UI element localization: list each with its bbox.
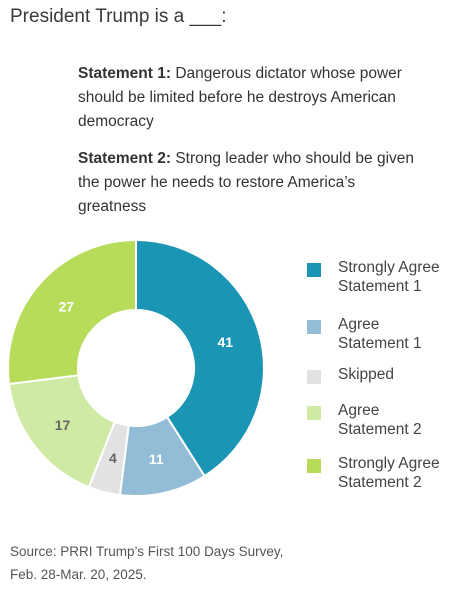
legend-item-strongly-agree-1: Strongly Agree Statement 1 xyxy=(307,258,453,296)
statement-2: Statement 2: Strong leader who should be… xyxy=(78,147,418,219)
data-label: 4 xyxy=(109,450,117,466)
data-label: 41 xyxy=(218,334,234,350)
donut-chart: 41 11 4 17 27 xyxy=(7,238,265,497)
legend-item-agree-2: Agree Statement 2 xyxy=(307,401,453,439)
donut-slice-agree-statement-2 xyxy=(7,374,116,489)
statement-1-text: Dangerous dictator whose power should be… xyxy=(78,65,402,130)
chart-title: President Trump is a ___: xyxy=(10,6,227,27)
legend-item-skipped: Skipped xyxy=(307,365,453,384)
legend-swatch xyxy=(307,406,321,420)
statement-1-label: Statement 1: xyxy=(78,65,172,82)
data-label: 17 xyxy=(55,417,71,433)
legend-label: Strongly Agree Statement 1 xyxy=(338,259,440,295)
legend-item-strongly-agree-2: Strongly Agree Statement 2 xyxy=(307,454,453,492)
legend-label: Agree Statement 2 xyxy=(338,402,422,438)
statement-1: Statement 1: Dangerous dictator whose po… xyxy=(78,62,418,134)
data-label: 27 xyxy=(58,298,74,314)
legend-swatch xyxy=(307,320,321,334)
legend-label: Agree Statement 1 xyxy=(338,316,422,352)
legend-swatch xyxy=(307,263,321,277)
legend-label: Skipped xyxy=(338,366,395,383)
donut-slice-strongly-agree-statement-2 xyxy=(7,238,137,386)
legend-label: Strongly Agree Statement 2 xyxy=(338,455,440,491)
legend-item-agree-1: Agree Statement 1 xyxy=(307,315,453,353)
data-label: 11 xyxy=(149,451,164,467)
statement-2-text: Strong leader who should be given the po… xyxy=(78,150,415,215)
statement-2-label: Statement 2: xyxy=(78,150,172,167)
legend-swatch xyxy=(307,370,321,384)
legend-swatch xyxy=(307,459,321,473)
source-note: Source: PRRI Trump’s First 100 Days Surv… xyxy=(10,544,284,582)
